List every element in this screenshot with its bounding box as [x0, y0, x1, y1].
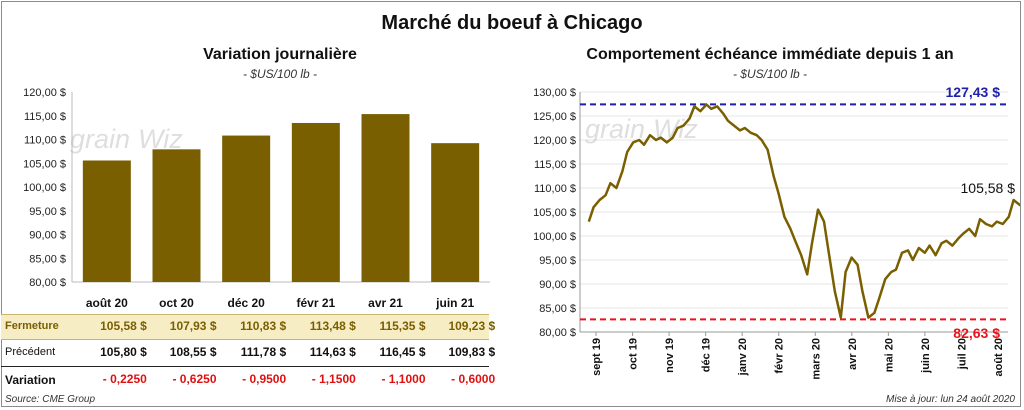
- bar-y-tick-label: 110,00 $: [24, 135, 66, 147]
- bar: [361, 114, 410, 283]
- bar-y-tick-label: 120,00 $: [23, 87, 66, 99]
- row-fermeture: [1, 314, 489, 340]
- line-y-tick-label: 125,00 $: [533, 111, 576, 123]
- min-value-label: 82,63 $: [953, 325, 1000, 341]
- table-cell: 109,83 $: [448, 345, 496, 359]
- source-note: Source: CME Group: [5, 394, 96, 405]
- line-y-tick-label: 95,00 $: [539, 255, 576, 267]
- row-precedent: [1, 340, 489, 367]
- line-x-tick-label: mars 20: [810, 338, 822, 380]
- line-y-tick-label: 115,00 $: [534, 159, 576, 171]
- bar: [431, 143, 480, 282]
- bar-y-tick-label: 90,00 $: [29, 230, 66, 242]
- line-x-tick-label: déc 19: [701, 338, 713, 372]
- bar: [222, 135, 271, 282]
- line-x-tick-label: mai 20: [883, 338, 895, 372]
- line-x-tick-label: sept 19: [591, 338, 603, 376]
- line-y-tick-label: 80,00 $: [539, 327, 576, 339]
- line-x-tick-label: nov 19: [664, 338, 676, 373]
- left-panel-unit: - $US/100 lb -: [242, 67, 318, 81]
- line-x-tick-label: juin 20: [920, 338, 932, 374]
- table-row-label: Variation: [5, 373, 56, 387]
- right-panel-unit: - $US/100 lb -: [732, 67, 808, 81]
- bar-x-tick-label: avr 21: [368, 296, 403, 310]
- watermark-grain: grain: [585, 114, 645, 144]
- bar: [291, 122, 340, 282]
- table-cell: 113,48 $: [309, 319, 356, 333]
- table-cell: 108,55 $: [169, 345, 217, 359]
- bar: [82, 160, 131, 282]
- line-y-tick-label: 120,00 $: [533, 135, 576, 147]
- price-series-line: [587, 103, 1020, 319]
- line-y-tick-label: 90,00 $: [539, 279, 576, 291]
- line-x-tick-label: juil 20: [956, 338, 968, 370]
- table-cell: 105,80 $: [100, 345, 147, 359]
- bar: [152, 149, 201, 282]
- left-panel-title: Variation journalière: [203, 46, 357, 63]
- line-x-tick-label: févr 20: [774, 338, 786, 373]
- bar-x-tick-label: févr 21: [296, 296, 335, 310]
- table-cell: - 1,1500: [311, 372, 356, 386]
- table-cell: 109,23 $: [448, 319, 496, 333]
- table-cell: - 1,1000: [381, 372, 426, 386]
- line-y-tick-label: 105,00 $: [533, 207, 576, 219]
- table-cell: 107,93 $: [169, 319, 217, 333]
- last-value-label: 105,58 $: [961, 180, 1016, 196]
- line-chart: 80,00 $ 85,00 $ 90,00 $ 95,00 $ 100,00 $ 105,…: [533, 84, 1020, 380]
- line-y-tick-label: 110,00 $: [534, 183, 576, 195]
- table-cell: 114,63 $: [309, 345, 356, 359]
- watermark-wiz: Wiz: [138, 124, 183, 154]
- line-x-tick-label: janv 20: [737, 338, 749, 376]
- max-value-label: 127,43 $: [946, 84, 1001, 100]
- line-x-tick-label: avr 20: [847, 338, 859, 370]
- line-y-tick-label: 85,00 $: [539, 303, 576, 315]
- updated-note: Mise à jour: lun 24 août 2020: [886, 394, 1015, 405]
- table-cell: - 0,6250: [172, 372, 217, 386]
- bar-y-tick-label: 80,00 $: [29, 277, 66, 289]
- line-y-tick-label: 130,00 $: [533, 87, 576, 99]
- table-row-label: Précédent: [5, 346, 56, 358]
- main-title: Marché du boeuf à Chicago: [381, 12, 643, 34]
- table-cell: 111,78 $: [240, 345, 287, 359]
- bar-y-tick-label: 100,00 $: [23, 182, 66, 194]
- line-x-tick-label: août 20: [993, 338, 1005, 377]
- table-row-label: Fermeture: [5, 320, 59, 332]
- bar-y-tick-label: 115,00 $: [24, 111, 66, 123]
- watermark-grain: grain: [70, 124, 130, 154]
- table-cell: 115,35 $: [379, 319, 426, 333]
- table-cell: - 0,2250: [102, 372, 147, 386]
- bar-chart: 80,00 $ 85,00 $ 90,00 $ 95,00 $ 100,00 $ 105,…: [23, 87, 490, 310]
- line-y-tick-label: 100,00 $: [533, 231, 576, 243]
- table-cell: 116,45 $: [379, 345, 426, 359]
- bar-x-tick-label: août 20: [86, 296, 128, 310]
- table-cell: - 0,9500: [242, 372, 287, 386]
- bar-x-tick-label: déc 20: [227, 296, 265, 310]
- line-x-tick-label: oct 19: [628, 338, 640, 370]
- right-panel-title: Comportement échéance immédiate depuis 1…: [586, 46, 954, 63]
- table-cell: 105,58 $: [100, 319, 147, 333]
- table-cell: 110,83 $: [240, 319, 287, 333]
- bar-y-tick-label: 105,00 $: [23, 158, 66, 170]
- table-cell: - 0,6000: [451, 372, 496, 386]
- bar-x-tick-label: oct 20: [159, 296, 194, 310]
- bar-x-tick-label: juin 21: [435, 296, 474, 310]
- bar-y-tick-label: 85,00 $: [29, 253, 66, 265]
- bar-y-tick-label: 95,00 $: [29, 206, 66, 218]
